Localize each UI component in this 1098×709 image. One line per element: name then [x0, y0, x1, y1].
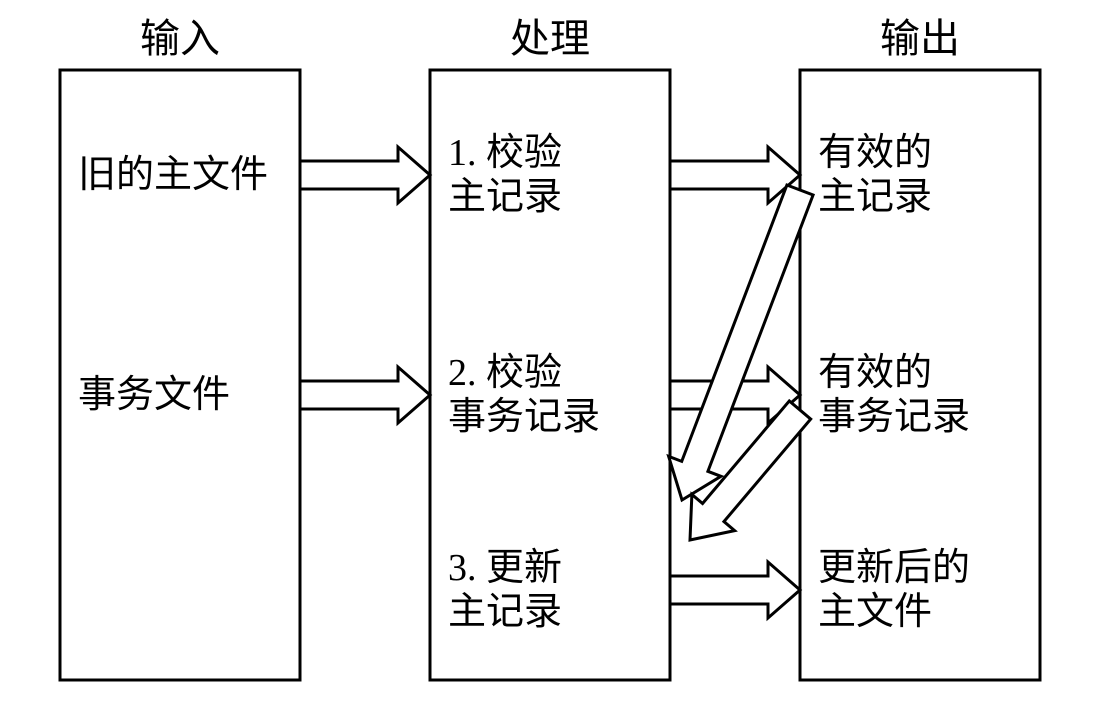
item-text-step2-line1: 事务记录	[448, 396, 600, 438]
item-text-step3-line0: 3. 更新	[448, 547, 562, 589]
arrow-a2	[300, 367, 430, 423]
item-text-step1-line0: 1. 校验	[448, 132, 562, 174]
arrow-a3	[670, 147, 800, 203]
arrow-a1	[300, 147, 430, 203]
column-header-input: 输入	[140, 16, 220, 61]
column-header-process: 处理	[510, 16, 590, 61]
item-text-step2-line0: 2. 校验	[448, 352, 562, 394]
item-text-old-master-file-line0: 旧的主文件	[78, 154, 268, 196]
flowchart-canvas: 输入旧的主文件事务文件处理1. 校验主记录2. 校验事务记录3. 更新主记录输出…	[0, 0, 1098, 709]
item-text-updated-master-line1: 主文件	[818, 591, 932, 633]
item-text-valid-trans-line1: 事务记录	[818, 396, 970, 438]
item-text-valid-trans-line0: 有效的	[818, 352, 932, 394]
item-text-step3-line1: 主记录	[448, 591, 562, 633]
item-text-valid-master-line1: 主记录	[818, 176, 932, 218]
column-header-output: 输出	[880, 16, 960, 61]
item-text-valid-master-line0: 有效的	[818, 132, 932, 174]
item-text-updated-master-line0: 更新后的	[818, 547, 970, 589]
arrow-a6	[669, 185, 813, 500]
item-text-step1-line1: 主记录	[448, 176, 562, 218]
arrow-a5	[670, 562, 800, 618]
item-text-transaction-file-line0: 事务文件	[78, 374, 230, 416]
